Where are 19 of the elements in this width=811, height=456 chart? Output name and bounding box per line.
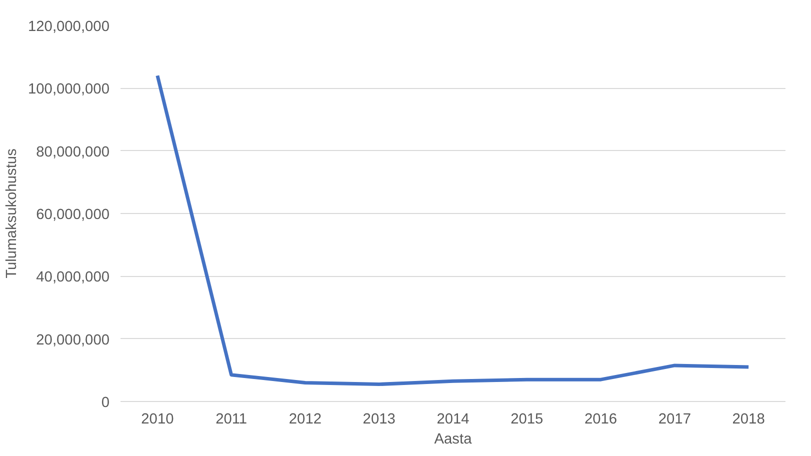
y-tick-label: 60,000,000 bbox=[36, 207, 110, 223]
x-tick-label: 2015 bbox=[510, 412, 544, 428]
x-tick-label: 2012 bbox=[288, 412, 322, 428]
line-series bbox=[156, 74, 750, 386]
x-tick-label: 2010 bbox=[141, 412, 174, 428]
x-tick-label: 2017 bbox=[658, 412, 691, 428]
x-axis-title: Aasta bbox=[434, 432, 473, 448]
x-tick-label: 2016 bbox=[584, 412, 618, 428]
y-tick-label: 100,000,000 bbox=[28, 82, 110, 98]
y-tick-label: 0 bbox=[101, 395, 110, 411]
y-tick-label: 40,000,000 bbox=[36, 270, 110, 286]
x-tick-label: 2014 bbox=[436, 412, 470, 428]
x-tick-label: 2018 bbox=[732, 412, 765, 428]
y-tick-label: 20,000,000 bbox=[36, 332, 110, 348]
y-tick-label: 120,000,000 bbox=[28, 19, 110, 35]
y-axis-title: Tulumaksukohustus bbox=[4, 148, 20, 278]
x-tick-label: 2011 bbox=[216, 412, 248, 428]
y-tick-label: 80,000,000 bbox=[36, 144, 110, 160]
x-tick-label: 2013 bbox=[362, 412, 396, 428]
